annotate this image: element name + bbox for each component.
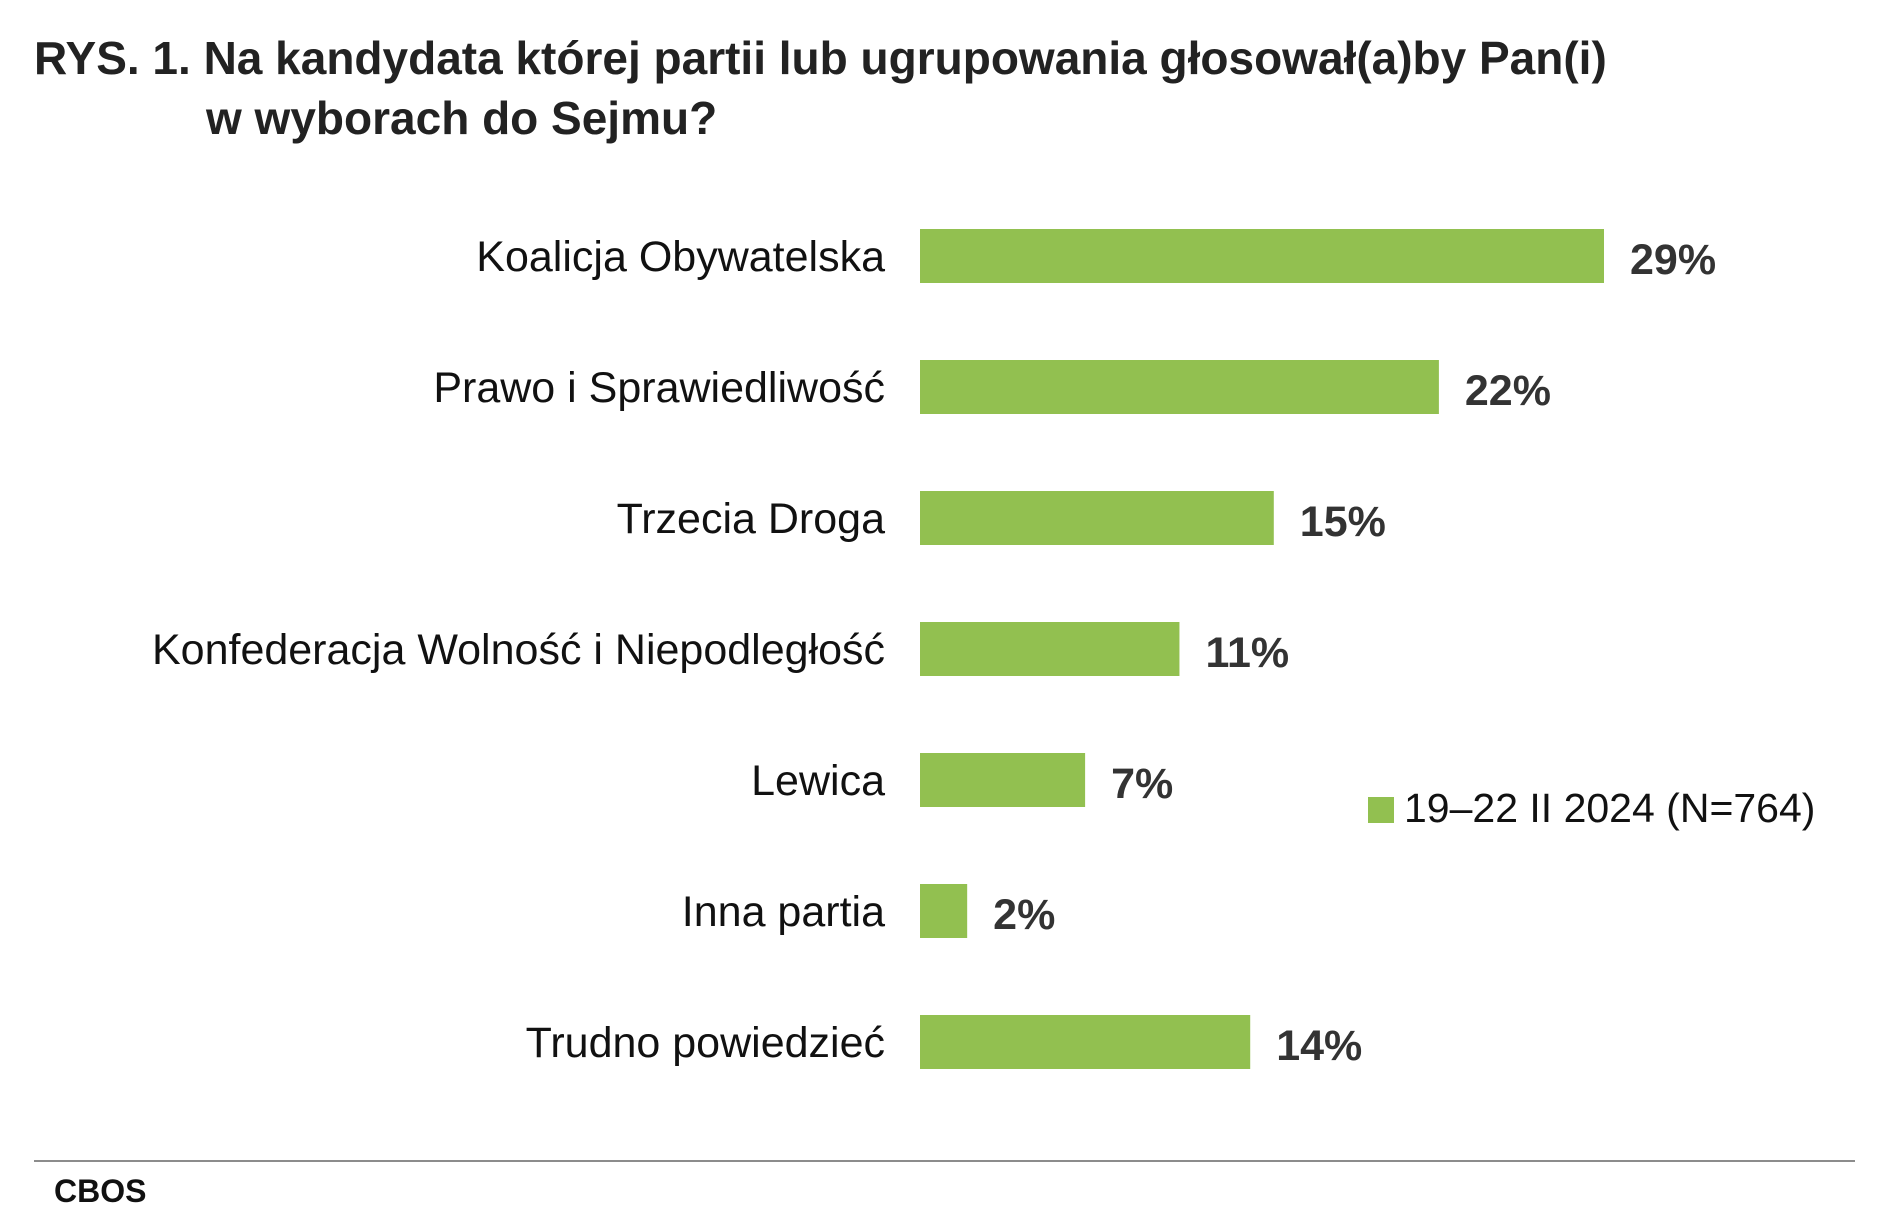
category-label: Lewica <box>751 757 885 805</box>
chart-title-line-1: RYS. 1. Na kandydata której partii lub u… <box>34 32 1607 84</box>
value-label: 15% <box>1300 498 1386 546</box>
value-label: 29% <box>1630 236 1716 284</box>
legend-swatch <box>1368 797 1394 823</box>
category-label: Prawo i Sprawiedliwość <box>433 364 885 412</box>
bar <box>920 229 1604 283</box>
bar <box>920 753 1086 807</box>
legend-label: 19–22 II 2024 (N=764) <box>1404 785 1815 831</box>
category-label: Trudno powiedzieć <box>526 1019 885 1067</box>
chart-title: RYS. 1. Na kandydata której partii lub u… <box>34 28 1834 148</box>
bar <box>920 491 1274 545</box>
source-label: CBOS <box>54 1173 147 1209</box>
value-label: 22% <box>1465 367 1551 415</box>
value-label: 2% <box>993 891 1055 939</box>
category-label: Inna partia <box>682 888 885 936</box>
chart-title-line-2: w wyborach do Sejmu? <box>206 92 718 144</box>
legend: 19–22 II 2024 (N=764) <box>1368 785 1815 831</box>
bar-chart: Koalicja Obywatelska 29% Prawo i Sprawiedl… <box>152 229 1815 1070</box>
value-label: 7% <box>1111 760 1173 808</box>
value-label: 11% <box>1205 629 1289 677</box>
bar <box>920 1015 1251 1069</box>
category-label: Trzecia Droga <box>617 495 886 543</box>
footer-divider <box>34 1160 1855 1162</box>
bars-group: Koalicja Obywatelska 29% Prawo i Sprawiedl… <box>152 229 1716 1070</box>
bar <box>920 884 968 938</box>
bar <box>920 622 1180 676</box>
category-label: Konfederacja Wolność i Niepodległość <box>152 626 885 674</box>
value-label: 14% <box>1276 1022 1362 1070</box>
category-label: Koalicja Obywatelska <box>476 233 885 281</box>
bar <box>920 360 1439 414</box>
